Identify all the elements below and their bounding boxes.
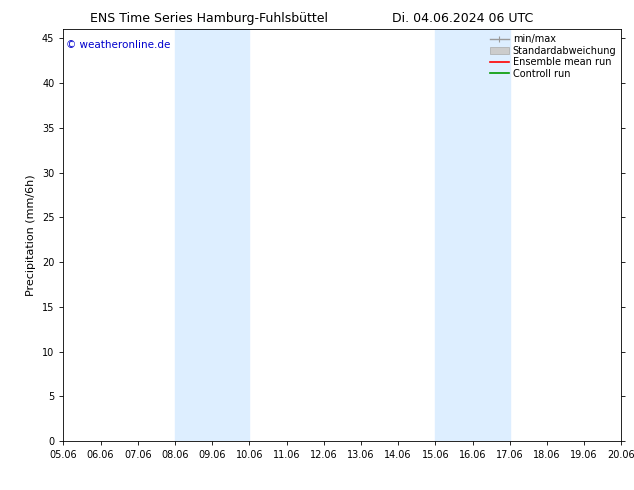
- Bar: [175, 29, 249, 441]
- Text: Di. 04.06.2024 06 UTC: Di. 04.06.2024 06 UTC: [392, 12, 533, 25]
- Text: ENS Time Series Hamburg-Fuhlsbüttel: ENS Time Series Hamburg-Fuhlsbüttel: [90, 12, 328, 25]
- Bar: [436, 29, 510, 441]
- Y-axis label: Precipitation (mm/6h): Precipitation (mm/6h): [27, 174, 36, 296]
- Text: © weatheronline.de: © weatheronline.de: [66, 40, 171, 49]
- Legend: min/max, Standardabweichung, Ensemble mean run, Controll run: min/max, Standardabweichung, Ensemble me…: [488, 32, 618, 80]
